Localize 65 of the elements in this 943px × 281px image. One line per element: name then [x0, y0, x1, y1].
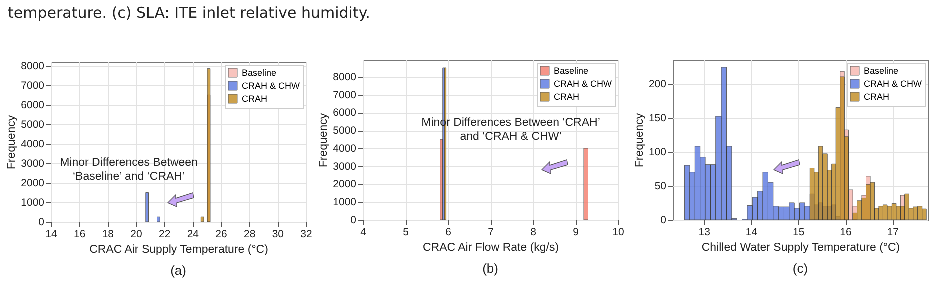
legend-label: CRAH & CHW [554, 79, 613, 89]
y-tick-label: 50 [654, 180, 667, 192]
y-tick-label: 8000 [333, 71, 357, 84]
y-tick-label: 2000 [333, 178, 357, 191]
legend-label: Baseline [554, 66, 589, 76]
y-tick-label: 6000 [333, 107, 357, 120]
legend-label: CRAH & CHW [864, 79, 923, 89]
x-tick-label: 32 [300, 228, 312, 240]
x-tick-label: 10 [612, 226, 624, 238]
annotation: Minor Differences Between ‘Baseline’ and ‘CRAH’ [60, 157, 198, 183]
x-tick-label: 24 [187, 228, 200, 240]
y-tick-label: 0 [38, 216, 45, 228]
x-tick-label: 14 [746, 226, 758, 238]
x-tick-label: 30 [272, 228, 284, 240]
x-tick-label: 14 [46, 228, 58, 240]
y-axis-title: Frequency [6, 115, 18, 170]
y-tick-label: 0 [660, 214, 667, 226]
x-axis-title: Chilled Water Supply Temperature (°C) [702, 242, 900, 254]
text: (c) [792, 261, 808, 276]
y-tick-label: 0 [350, 214, 357, 226]
legend-label: CRAH [864, 92, 890, 102]
y-tick-label: 7000 [21, 80, 45, 92]
x-tick-label: 4 [360, 226, 367, 238]
x-tick-label: 16 [840, 226, 852, 238]
x-tick-label: 16 [74, 228, 86, 240]
x-tick-label: 8 [530, 226, 537, 238]
x-axis-title: CRAC Air Supply Temperature (°C) [90, 244, 269, 256]
y-tick-label: 7000 [333, 89, 357, 102]
y-tick-label: 1000 [333, 196, 357, 209]
y-tick-label: 100 [648, 146, 667, 158]
y-tick-label: 4000 [21, 138, 45, 150]
y-axis-title: Frequency [634, 113, 646, 168]
x-tick-label: 26 [216, 228, 228, 240]
x-tick-label: 6 [446, 226, 452, 238]
y-axis-title: Frequency [318, 113, 330, 168]
x-tick-label: 20 [130, 228, 142, 240]
x-tick-label: 18 [102, 228, 114, 240]
x-tick-label: 9 [573, 226, 580, 238]
y-tick-label: 150 [648, 112, 667, 124]
x-tick-label: 22 [158, 228, 171, 240]
y-tick-label: 200 [648, 78, 667, 90]
legend-label: Baseline [242, 68, 277, 78]
y-tick-label: 5000 [333, 125, 357, 138]
x-tick-label: 15 [793, 226, 805, 238]
x-tick-label: 5 [403, 226, 410, 238]
text: (b) [482, 261, 498, 276]
legend-label: CRAH [242, 94, 268, 104]
y-tick-label: 3000 [333, 160, 357, 173]
text: (a) [170, 263, 186, 278]
y-tick-label: 5000 [21, 118, 45, 131]
y-tick-label: 2000 [21, 177, 45, 190]
text: temperature. (c) SLA: ITE inlet relative humidity. [8, 4, 370, 22]
x-tick-label: 17 [887, 226, 900, 238]
x-axis-title: CRAC Air Flow Rate (kg/s) [422, 242, 560, 254]
x-tick-label: 7 [488, 226, 494, 238]
legend-label: CRAH & CHW [242, 81, 301, 91]
y-tick-label: 6000 [21, 99, 45, 112]
legend-label: Baseline [864, 66, 899, 76]
y-tick-label: 4000 [333, 142, 357, 155]
x-tick-label: 28 [244, 228, 256, 240]
y-tick-label: 1000 [21, 196, 45, 209]
y-tick-label: 3000 [21, 158, 45, 170]
y-tick-label: 8000 [21, 60, 45, 72]
x-tick-label: 13 [698, 226, 711, 238]
legend-label: CRAH [554, 92, 580, 102]
